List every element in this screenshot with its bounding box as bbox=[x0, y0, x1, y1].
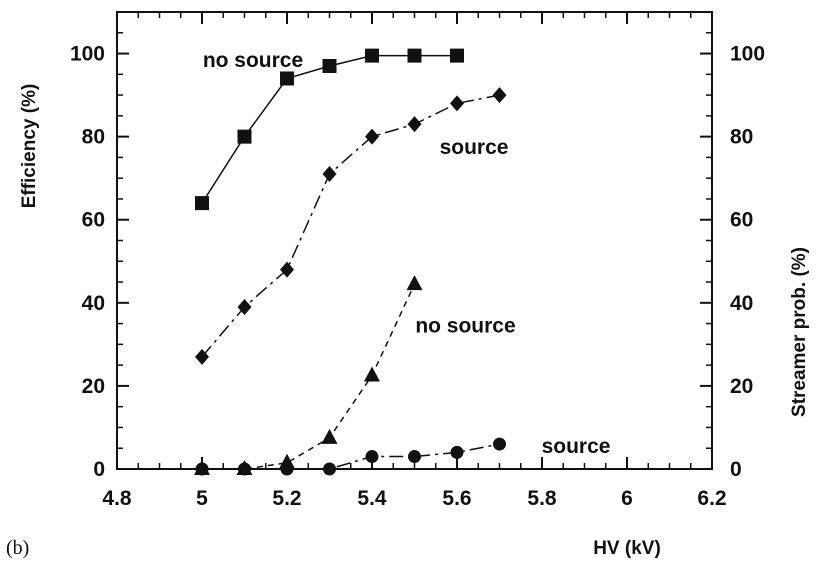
x-tick-label: 6 bbox=[621, 487, 633, 510]
x-axis-title: HV (kV) bbox=[593, 538, 661, 559]
series-4-point bbox=[238, 462, 251, 476]
series-3-line bbox=[202, 283, 416, 470]
y-tick-label-left: 100 bbox=[70, 43, 105, 66]
y-axis-title-left: Efficiency (%) bbox=[19, 84, 40, 209]
annotation-label: source bbox=[440, 136, 509, 159]
series-4-point bbox=[493, 437, 506, 451]
y-tick-label-left: 0 bbox=[93, 458, 105, 481]
y-tick-label-right: 80 bbox=[730, 126, 753, 149]
x-tick-label: 5 bbox=[196, 487, 208, 510]
annotation-label: source bbox=[542, 435, 611, 458]
y-tick-label-right: 20 bbox=[730, 375, 753, 398]
series-3-point bbox=[364, 366, 380, 382]
y-tick-label-left: 60 bbox=[82, 209, 105, 232]
series-2-point bbox=[195, 348, 209, 365]
y-axis-title-right: Streamer prob. (%) bbox=[789, 247, 810, 417]
annotation-label: no source bbox=[415, 315, 515, 338]
y-tick-label-right: 100 bbox=[730, 43, 765, 66]
panel-label: (b) bbox=[6, 537, 29, 559]
series-4-point bbox=[365, 450, 379, 464]
series-4-point bbox=[280, 462, 294, 476]
series-1-point bbox=[450, 48, 464, 63]
series-4-point bbox=[323, 462, 336, 476]
series-1-point bbox=[407, 48, 422, 63]
x-tick-label: 5.6 bbox=[442, 487, 471, 510]
series-2-point bbox=[237, 298, 252, 315]
series-2-point bbox=[450, 95, 464, 112]
series-4-point bbox=[450, 445, 464, 459]
y-tick-label-right: 0 bbox=[730, 458, 742, 481]
series-1-point bbox=[365, 48, 379, 63]
x-tick-label: 6.2 bbox=[697, 487, 726, 510]
series-1-point bbox=[322, 59, 337, 74]
series-2-point bbox=[365, 128, 379, 145]
series-2-point bbox=[280, 261, 294, 278]
x-tick-label: 5.4 bbox=[357, 487, 387, 510]
series-2-point bbox=[492, 87, 507, 104]
series-3-point bbox=[321, 428, 338, 444]
series-3-point bbox=[406, 275, 423, 291]
series-2-line bbox=[201, 94, 500, 358]
series-1-point bbox=[280, 71, 294, 86]
series-1-point bbox=[195, 196, 209, 211]
y-tick-label-right: 60 bbox=[730, 209, 753, 232]
y-tick-label-left: 80 bbox=[82, 126, 105, 149]
annotation-label: no source bbox=[203, 49, 303, 72]
series-1-point bbox=[237, 129, 252, 144]
x-tick-label: 5.2 bbox=[272, 487, 301, 510]
series-4-point bbox=[408, 450, 421, 464]
series-4-point bbox=[195, 462, 209, 476]
series-2-point bbox=[322, 166, 337, 183]
y-tick-label-left: 20 bbox=[82, 375, 105, 398]
series-4-line bbox=[202, 443, 500, 470]
x-tick-label: 4.8 bbox=[102, 487, 132, 510]
series-2-point bbox=[407, 116, 422, 133]
y-tick-label-left: 40 bbox=[82, 292, 105, 315]
plot-frame bbox=[116, 11, 713, 470]
y-tick-label-right: 40 bbox=[730, 292, 753, 315]
x-tick-label: 5.8 bbox=[527, 487, 557, 510]
